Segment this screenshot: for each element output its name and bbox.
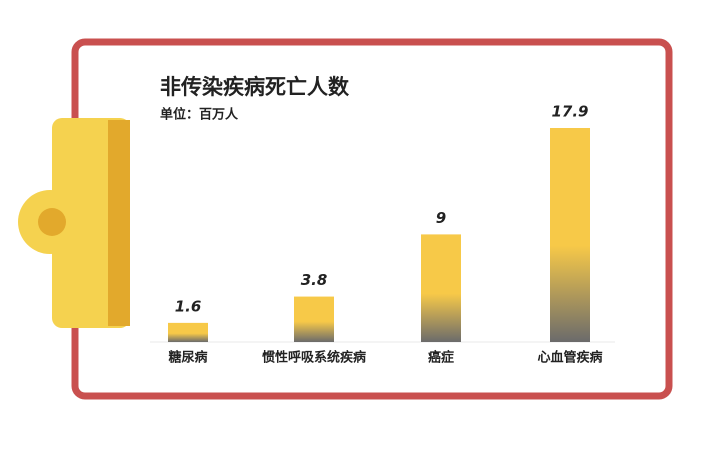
- bar: [168, 322, 208, 342]
- bar: [294, 296, 334, 342]
- value-label: 17.9: [551, 103, 588, 121]
- clip-decoration: [18, 118, 130, 328]
- value-label: 9: [436, 209, 446, 227]
- chart-subtitle: 单位：百万人: [160, 107, 239, 123]
- x-tick-label: 心血管疾病: [537, 350, 602, 366]
- chart-title: 非传染疾病死亡人数: [160, 75, 350, 99]
- bar: [550, 128, 590, 342]
- bar: [421, 234, 461, 342]
- value-label: 3.8: [301, 271, 328, 289]
- x-tick-label: 癌症: [428, 350, 454, 366]
- x-tick-label: 糖尿病: [168, 350, 207, 366]
- x-tick-label: 惯性呼吸系统疾病: [262, 350, 366, 366]
- value-label: 1.6: [175, 297, 202, 315]
